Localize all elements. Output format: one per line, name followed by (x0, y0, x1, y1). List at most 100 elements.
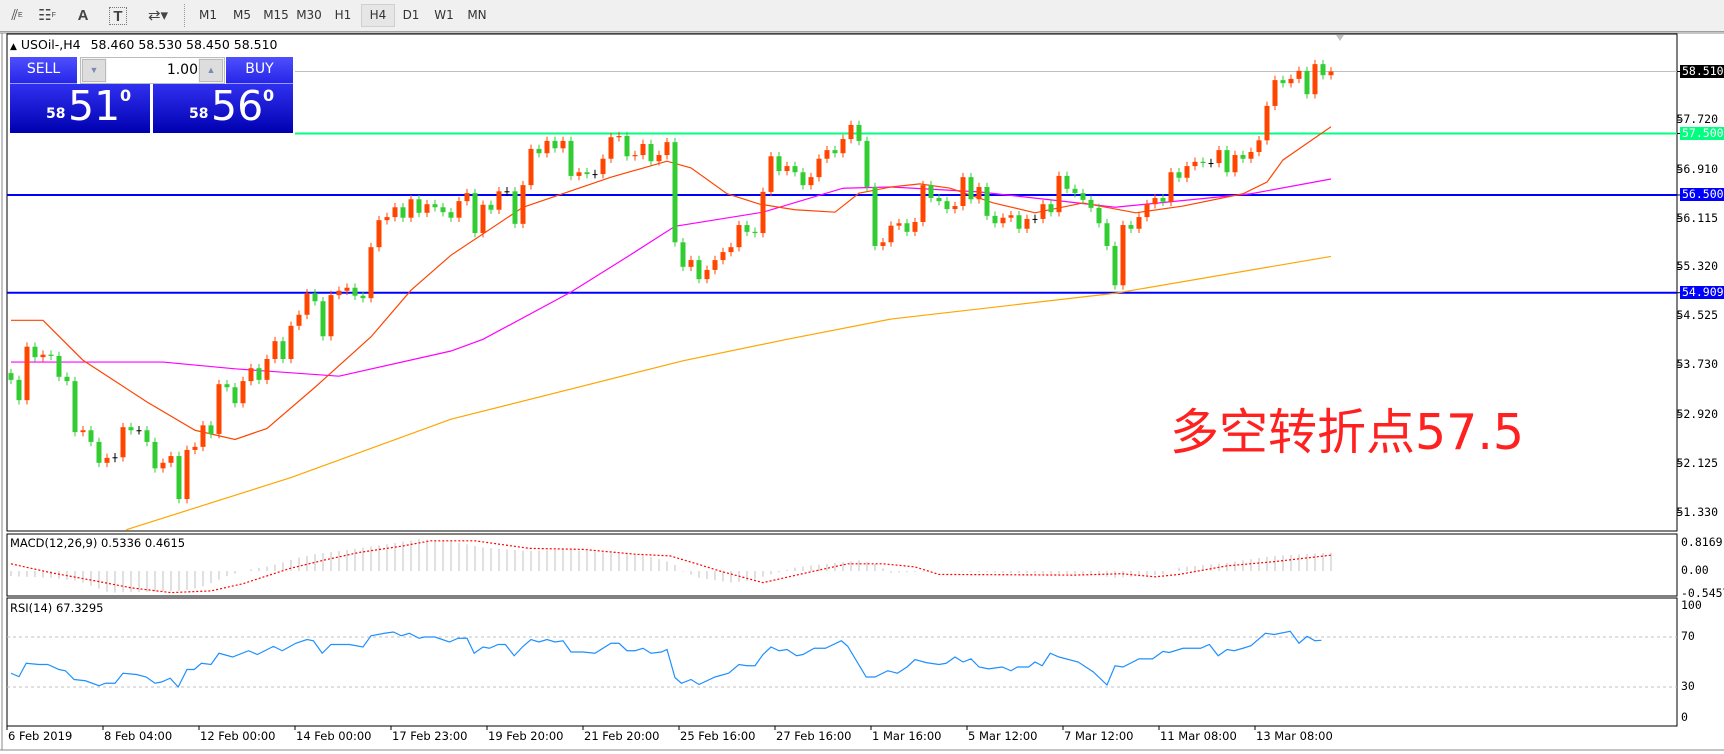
buy-price[interactable]: 58 56 0 (153, 82, 293, 133)
candle-body (688, 260, 694, 267)
candle-body (432, 204, 438, 208)
candle-body (936, 198, 942, 202)
timeframe-h1[interactable]: H1 (334, 8, 352, 22)
candle-body (1224, 150, 1230, 173)
buy-button[interactable]: BUY (226, 57, 293, 84)
macd-label: MACD(12,26,9) 0.5336 0.4615 (10, 536, 186, 550)
candle-body (40, 354, 46, 358)
lot-size-stepper[interactable]: ▼ 1.00 ▲ (80, 57, 225, 84)
timeframe-m5[interactable]: M5 (233, 8, 251, 22)
candle-body (1296, 70, 1302, 79)
timeframe-w1[interactable]: W1 (434, 8, 454, 22)
sell-button[interactable]: SELL (10, 57, 77, 84)
date-axis-label: 21 Feb 20:00 (584, 729, 660, 743)
timeframe-m15[interactable]: M15 (263, 8, 289, 22)
timeframe-d1[interactable]: D1 (402, 8, 420, 22)
candle-body (672, 142, 678, 243)
collapse-triangle-icon[interactable]: ▲ (10, 42, 17, 52)
candle-body (504, 191, 510, 193)
candle-body (896, 223, 902, 226)
chart-shift-marker-icon (1336, 35, 1344, 41)
candle-body (1048, 204, 1054, 213)
candle-body (632, 155, 638, 157)
lot-increase-icon[interactable]: ▲ (199, 59, 223, 82)
candle-body (1280, 80, 1286, 84)
timeframe-h4[interactable]: H4 (361, 4, 395, 27)
toolbar: ⫽ E ☷ F A T ⇄▾ M1 M5 M15 M30 H1 H4 D1 W1 MN (0, 0, 1724, 32)
candle-body (640, 143, 646, 156)
candle-body (912, 222, 918, 232)
candle-body (1072, 188, 1078, 194)
candle-body (328, 295, 334, 337)
candle-body (656, 155, 662, 162)
candle-body (1032, 218, 1038, 220)
candle-body (360, 295, 366, 299)
candle-body (104, 457, 110, 463)
lot-size-input[interactable]: 1.00 (107, 58, 198, 83)
candle-body (1232, 155, 1238, 173)
candle-body (880, 242, 886, 246)
price-axis-label: 52.920 (1676, 406, 1718, 421)
candle-body (448, 212, 454, 218)
candle-body (456, 201, 462, 218)
sell-price-prefix: 58 (46, 106, 66, 122)
candle-body (144, 430, 150, 442)
candle-body (1248, 151, 1254, 159)
arrows-dropdown-icon[interactable]: ⇄▾ (147, 7, 169, 24)
candle-body (320, 301, 326, 337)
text-label-icon[interactable]: T (109, 7, 127, 25)
candle-body (1112, 245, 1118, 286)
candle-body (1016, 215, 1022, 229)
candle-body (280, 341, 286, 359)
chart-ohlc: 58.460 58.530 58.450 58.510 (90, 37, 278, 52)
sell-price[interactable]: 58 51 0 (10, 82, 150, 133)
candle-body (584, 172, 590, 175)
text-icon[interactable]: A (77, 6, 89, 24)
candle-body (304, 293, 310, 315)
candle-body (480, 204, 486, 234)
candle-body (1152, 198, 1158, 205)
candle-body (856, 124, 862, 141)
candle-body (312, 293, 318, 302)
date-axis-label: 14 Feb 00:00 (296, 729, 372, 743)
candle-body (616, 136, 622, 138)
candle-body (344, 287, 350, 291)
rsi-axis-label: 70 (1681, 629, 1695, 643)
level-tag-56500: 56.500 (1680, 187, 1724, 202)
fibonacci-expansion-icon[interactable]: ⫽ E (11, 6, 23, 24)
candle-body (64, 376, 70, 382)
candle-body (1208, 163, 1214, 165)
candle-body (160, 462, 166, 469)
chart-title: ▲ USOil-,H4 58.460 58.530 58.450 58.510 (10, 37, 277, 52)
candle-body (752, 231, 758, 234)
candle-body (1096, 207, 1102, 224)
candle-body (1024, 218, 1030, 229)
date-axis-label: 19 Feb 20:00 (488, 729, 564, 743)
date-axis-label: 17 Feb 23:00 (392, 729, 468, 743)
candle-body (1320, 64, 1326, 76)
candle-body (176, 456, 182, 500)
date-axis-label: 11 Mar 08:00 (1160, 729, 1237, 743)
candle-body (496, 191, 502, 210)
candle-body (56, 355, 62, 377)
candle-body (1256, 140, 1262, 152)
candle-body (272, 341, 278, 359)
candle-body (848, 124, 854, 140)
lot-decrease-icon[interactable]: ▼ (82, 59, 106, 82)
timeframe-m30[interactable]: M30 (296, 8, 322, 22)
candle-body (944, 201, 950, 210)
candle-body (8, 373, 14, 380)
timeframe-m1[interactable]: M1 (199, 8, 217, 22)
candle-body (968, 177, 974, 200)
level-tag-57500: 57.500 (1680, 126, 1724, 141)
candle-body (864, 140, 870, 187)
candle-body (568, 140, 574, 176)
level-tag-54909: 54.909 (1680, 285, 1724, 300)
candle-body (1184, 166, 1190, 178)
candle-body (384, 217, 390, 221)
candle-body (232, 387, 238, 404)
candle-body (1056, 175, 1062, 213)
fibonacci-fan-icon[interactable]: ☷ F (38, 7, 56, 24)
date-axis-label: 6 Feb 2019 (8, 729, 73, 743)
timeframe-mn[interactable]: MN (467, 8, 487, 22)
